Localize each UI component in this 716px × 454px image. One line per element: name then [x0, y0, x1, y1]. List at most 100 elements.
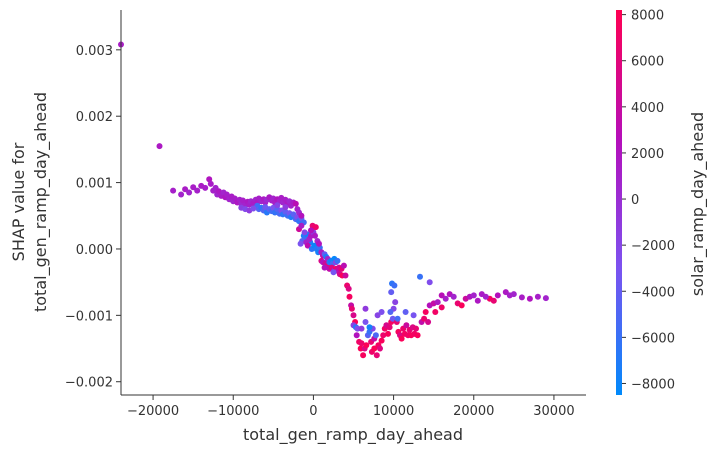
colorbar-tick-label: −4000 — [631, 285, 675, 300]
colorbar-tick-label: −8000 — [631, 377, 675, 392]
scatter-point — [223, 191, 230, 198]
scatter-point — [403, 322, 410, 329]
colorbar — [616, 10, 622, 395]
x-tick-label: 10000 — [373, 404, 414, 419]
scatter-point — [398, 335, 405, 342]
scatter-point — [362, 319, 369, 325]
y-axis-label-line1: SHAP value for — [9, 142, 28, 261]
scatter-point — [426, 279, 433, 286]
scatter-point — [345, 285, 352, 292]
x-tick-label: 20000 — [453, 404, 494, 419]
colorbar-tick-label: −6000 — [631, 331, 675, 346]
scatter-point — [450, 293, 457, 300]
scatter-point — [482, 293, 489, 300]
scatter-point — [374, 312, 381, 319]
scatter-point — [518, 294, 525, 301]
scatter-point — [178, 191, 185, 198]
scatter-point — [526, 295, 533, 302]
scatter-point — [458, 302, 465, 309]
y-tick-label: 0.002 — [76, 110, 113, 125]
scatter-point — [391, 282, 398, 289]
colorbar-tick-label: 4000 — [631, 101, 664, 116]
colorbar-ticks: 8000 6000 4000 2000 0 −2000 −4000 −6000 −8000 — [622, 9, 675, 392]
scatter-point — [360, 352, 367, 359]
scatter-point — [389, 315, 396, 322]
scatter-point — [215, 188, 222, 195]
scatter-point — [386, 324, 393, 331]
y-tick-label: 0.003 — [76, 44, 113, 59]
scatter-point — [432, 309, 439, 315]
scatter-point — [542, 295, 549, 302]
scatter-point — [502, 289, 509, 296]
scatter-point — [385, 330, 391, 337]
scatter-point — [377, 345, 383, 352]
scatter-point — [202, 184, 209, 191]
scatter-point — [366, 324, 373, 331]
x-axis-label: total_gen_ramp_day_ahead — [243, 425, 463, 445]
scatter-point — [346, 293, 353, 300]
y-tick-label: 0.001 — [76, 177, 113, 192]
scatter-point — [490, 297, 497, 304]
scatter-point — [414, 332, 421, 339]
y-tick-label: 0.000 — [76, 243, 113, 258]
scatter-point — [373, 352, 380, 359]
scatter-point — [170, 187, 177, 194]
scatter-point — [182, 186, 189, 193]
scatter-point — [402, 309, 409, 315]
scatter-points — [118, 41, 549, 359]
scatter-point — [438, 304, 445, 311]
scatter-point — [358, 340, 365, 347]
x-tick-label: 30000 — [533, 404, 574, 419]
scatter-point — [434, 299, 441, 306]
scatter-point — [438, 292, 445, 299]
scatter-point — [422, 309, 429, 315]
colorbar-tick-label: 0 — [631, 193, 639, 208]
y-axis-ticks: 0.003 0.002 0.001 0.000 −0.001 −0.002 — [65, 44, 121, 391]
scatter-point — [304, 242, 311, 249]
scatter-point — [470, 292, 477, 299]
y-tick-label: −0.002 — [65, 376, 113, 391]
scatter-point — [442, 295, 449, 302]
scatter-point — [297, 240, 304, 247]
scatter-point — [340, 262, 347, 269]
scatter-point — [362, 305, 369, 312]
scatter-point — [413, 325, 419, 332]
scatter-point — [410, 312, 417, 319]
colorbar-tick-label: −2000 — [631, 239, 675, 254]
scatter-point — [348, 305, 355, 312]
y-tick-label: −0.001 — [65, 309, 113, 324]
scatter-point — [298, 222, 305, 229]
scatter-point — [334, 257, 341, 264]
scatter-point — [378, 337, 385, 344]
scatter-point — [312, 224, 319, 231]
scatter-point — [282, 204, 289, 211]
scatter-point — [494, 292, 501, 299]
scatter-point — [388, 289, 395, 296]
scatter-point — [301, 229, 308, 236]
scatter-point — [378, 309, 385, 315]
colorbar-tick-label: 2000 — [631, 147, 664, 162]
x-tick-label: 0 — [309, 404, 317, 419]
scatter-point — [207, 180, 214, 187]
scatter-point — [321, 264, 328, 271]
scatter-point — [330, 269, 337, 276]
x-tick-label: −10000 — [207, 404, 259, 419]
scatter-point — [308, 227, 314, 234]
x-tick-label: −20000 — [127, 404, 179, 419]
scatter-point — [292, 200, 299, 207]
scatter-point — [387, 309, 394, 315]
x-axis-ticks: −20000 −10000 0 10000 20000 30000 — [127, 395, 575, 419]
scatter-point — [239, 197, 246, 204]
scatter-point — [510, 291, 517, 298]
colorbar-tick-label: 6000 — [631, 55, 664, 70]
scatter-point — [316, 240, 322, 247]
scatter-point — [342, 272, 349, 279]
scatter-point — [190, 184, 197, 191]
scatter-point — [534, 293, 541, 300]
scatter-point — [417, 273, 423, 280]
scatter-point — [194, 187, 201, 194]
scatter-point — [156, 143, 163, 150]
scatter-point — [394, 315, 401, 322]
scatter-point — [250, 205, 257, 212]
